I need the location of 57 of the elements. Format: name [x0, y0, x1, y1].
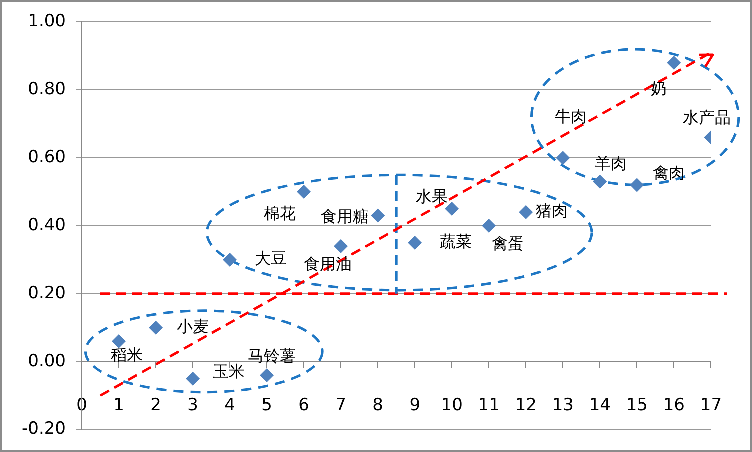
x-tick-label: 1 — [114, 395, 124, 416]
annotation: 马铃薯 — [248, 346, 296, 366]
x-tick-label: 6 — [298, 395, 310, 416]
annotation: 玉米 — [213, 362, 246, 382]
x-tick-label: 15 — [626, 395, 648, 416]
x-tick-label: 3 — [188, 395, 198, 416]
point — [630, 178, 644, 192]
annotation: 食用油 — [304, 254, 352, 274]
point — [445, 202, 460, 216]
annotation: 水产品 — [683, 108, 732, 127]
x-tick-label: 12 — [515, 395, 537, 416]
annotation: 水果 — [416, 187, 448, 206]
annotation: 小麦 — [177, 317, 210, 336]
annotation: 羊肉 — [595, 154, 628, 173]
x-tick-label: 4 — [224, 395, 236, 416]
point — [519, 205, 534, 220]
y-tick-label: 1.00 — [28, 12, 66, 32]
annotation: 棉花 — [264, 204, 296, 224]
point — [186, 372, 200, 386]
x-tick-label: 7 — [336, 395, 346, 416]
x-tick-label: 9 — [410, 395, 421, 416]
x-tick-label: 11 — [478, 395, 500, 416]
x-tick-label: 2 — [150, 395, 162, 416]
point — [112, 334, 126, 348]
point — [260, 368, 274, 382]
annotation: 奶 — [651, 79, 668, 98]
x-tick-label: 13 — [552, 395, 574, 416]
annotation: 大豆 — [255, 249, 288, 268]
y-tick-label: 0.20 — [28, 283, 66, 304]
annotation: 禽蛋 — [492, 234, 524, 254]
point — [408, 236, 422, 250]
x-tick-label: 14 — [589, 395, 611, 416]
annotation: 蔬菜 — [440, 232, 472, 252]
point — [556, 151, 570, 166]
point — [667, 56, 682, 70]
point — [223, 252, 238, 267]
annotation: 食用糖 — [321, 206, 370, 226]
point — [297, 185, 312, 200]
point — [593, 174, 608, 189]
x-tick-label: 5 — [262, 395, 272, 416]
annotation: 牛肉 — [555, 107, 588, 126]
point — [149, 320, 164, 335]
point — [371, 208, 386, 223]
x-tick-label: 17 — [700, 395, 722, 416]
annotation: 猪肉 — [536, 202, 568, 221]
y-tick-label: 0.40 — [28, 215, 66, 236]
y-tick-label: 0.00 — [28, 351, 66, 372]
y-tick-label: 0.60 — [28, 147, 66, 168]
x-tick-label: 10 — [441, 395, 463, 416]
annotation: 禽肉 — [653, 163, 686, 182]
point — [482, 219, 496, 233]
x-tick-label: 8 — [372, 395, 384, 416]
x-tick-label: 16 — [663, 395, 685, 416]
y-tick-label: -0.20 — [22, 419, 66, 440]
point — [334, 239, 348, 254]
y-tick-label: 0.80 — [28, 80, 66, 100]
annotation: 稻米 — [111, 346, 144, 365]
